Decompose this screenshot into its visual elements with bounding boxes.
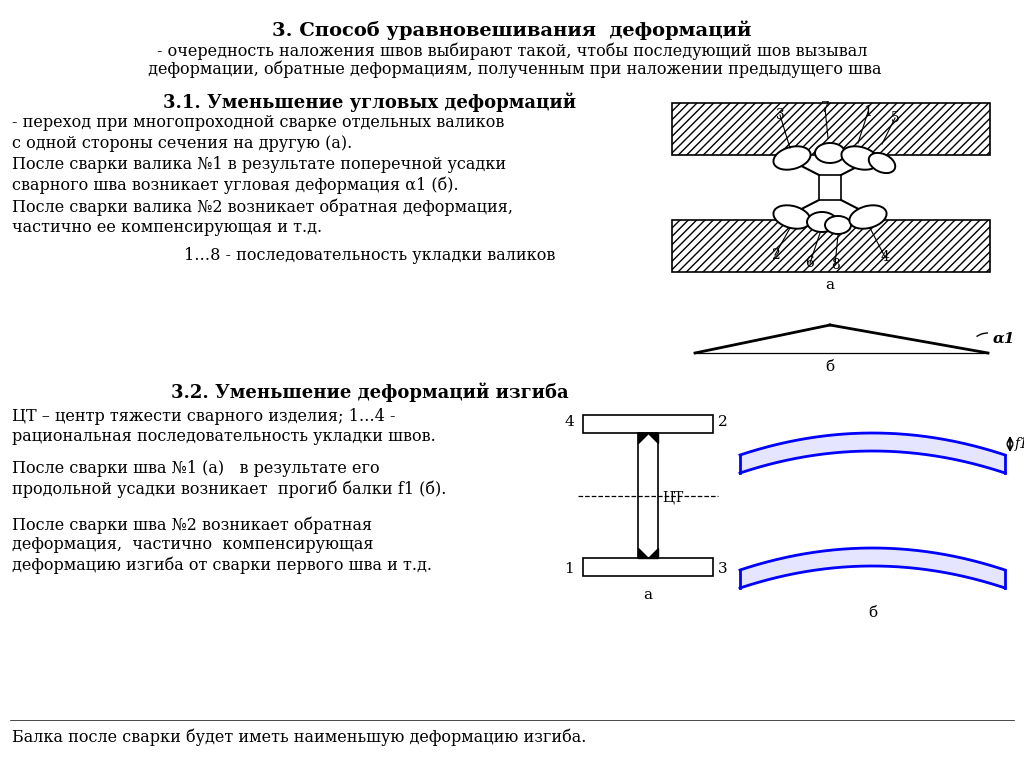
- Text: 8: 8: [830, 258, 840, 272]
- Polygon shape: [638, 433, 648, 443]
- Bar: [638, 433, 658, 558]
- Ellipse shape: [807, 212, 837, 232]
- Ellipse shape: [815, 143, 845, 163]
- Text: деформация,  частично  компенсирующая: деформация, частично компенсирующая: [12, 536, 374, 553]
- Ellipse shape: [842, 146, 879, 170]
- Text: деформацию изгиба от сварки первого шва и т.д.: деформацию изгиба от сварки первого шва …: [12, 556, 432, 574]
- Bar: [819, 175, 841, 200]
- Text: 5: 5: [891, 111, 899, 125]
- Text: 1…8 - последовательность укладки валиков: 1…8 - последовательность укладки валиков: [184, 247, 556, 264]
- Text: 7: 7: [820, 101, 829, 115]
- Text: α1: α1: [993, 332, 1016, 346]
- Bar: [672, 103, 990, 155]
- Text: 3: 3: [718, 562, 728, 576]
- Text: - переход при многопроходной сварке отдельных валиков: - переход при многопроходной сварке отде…: [12, 114, 505, 131]
- Text: 3: 3: [775, 108, 784, 122]
- Text: а: а: [825, 278, 835, 292]
- Polygon shape: [648, 548, 658, 558]
- Text: сварного шва возникает угловая деформация α1 (б).: сварного шва возникает угловая деформаци…: [12, 177, 459, 195]
- Text: рациональная последовательность укладки швов.: рациональная последовательность укладки …: [12, 428, 436, 445]
- Text: а: а: [643, 588, 652, 602]
- Text: с одной стороны сечения на другую (а).: с одной стороны сечения на другую (а).: [12, 135, 352, 152]
- Bar: [672, 220, 990, 272]
- Bar: [583, 415, 713, 433]
- Bar: [583, 558, 713, 576]
- Text: - очередность наложения швов выбирают такой, чтобы последующий шов вызывал: - очередность наложения швов выбирают та…: [157, 42, 867, 60]
- Text: частично ее компенсирующая и т.д.: частично ее компенсирующая и т.д.: [12, 219, 323, 236]
- Text: 3. Способ уравновешивания  деформаций: 3. Способ уравновешивания деформаций: [272, 20, 752, 39]
- Ellipse shape: [868, 153, 895, 173]
- Text: f1: f1: [1015, 437, 1024, 451]
- Text: 6: 6: [806, 256, 814, 270]
- Text: продольной усадки возникает  прогиб балки f1 (б).: продольной усадки возникает прогиб балки…: [12, 480, 446, 498]
- Ellipse shape: [773, 206, 811, 229]
- Text: 3.1. Уменьшение угловых деформаций: 3.1. Уменьшение угловых деформаций: [164, 93, 577, 113]
- Ellipse shape: [773, 146, 811, 170]
- Text: 3.2. Уменьшение деформаций изгиба: 3.2. Уменьшение деформаций изгиба: [171, 382, 568, 401]
- Polygon shape: [638, 548, 648, 558]
- Text: деформации, обратные деформациям, полученным при наложении предыдущего шва: деформации, обратные деформациям, получе…: [142, 60, 882, 77]
- Ellipse shape: [825, 216, 851, 234]
- Text: После сварки шва №2 возникает обратная: После сварки шва №2 возникает обратная: [12, 516, 372, 534]
- Text: После сварки валика №2 возникает обратная деформация,: После сварки валика №2 возникает обратна…: [12, 198, 513, 216]
- Text: 4: 4: [881, 250, 890, 264]
- Text: 1: 1: [564, 562, 573, 576]
- Text: После сварки шва №1 (а)   в результате его: После сварки шва №1 (а) в результате его: [12, 460, 380, 477]
- Text: Балка после сварки будет иметь наименьшую деформацию изгиба.: Балка после сварки будет иметь наименьшу…: [12, 728, 587, 746]
- Text: 2: 2: [771, 248, 779, 262]
- Text: б: б: [868, 606, 878, 620]
- Ellipse shape: [850, 206, 887, 229]
- Text: После сварки валика №1 в результате поперечной усадки: После сварки валика №1 в результате попе…: [12, 156, 506, 173]
- Text: б: б: [825, 360, 835, 374]
- Text: 4: 4: [564, 415, 573, 429]
- Text: ЦТ: ЦТ: [662, 491, 683, 505]
- Text: 1: 1: [863, 105, 872, 119]
- Polygon shape: [648, 433, 658, 443]
- Text: 2: 2: [718, 415, 728, 429]
- Text: ЦТ – центр тяжести сварного изделия; 1…4 -: ЦТ – центр тяжести сварного изделия; 1…4…: [12, 408, 395, 425]
